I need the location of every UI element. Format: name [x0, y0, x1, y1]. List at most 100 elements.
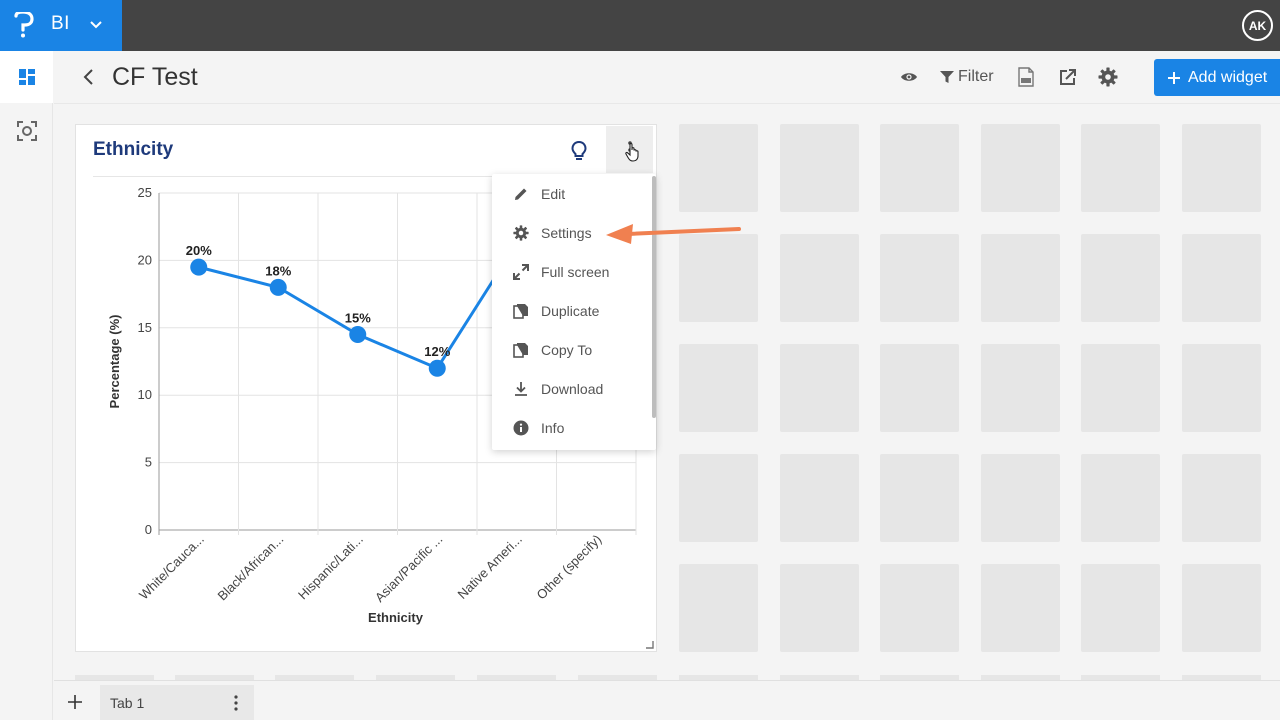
widget-placeholder — [1081, 675, 1160, 680]
menu-item-label: Copy To — [541, 341, 593, 358]
cursor-hand-icon — [625, 142, 639, 162]
filter-button[interactable]: Filter — [940, 66, 994, 88]
widget-placeholder — [679, 454, 758, 542]
resize-handle-icon[interactable] — [646, 641, 654, 649]
menu-item-full-screen[interactable]: Full screen — [492, 252, 650, 291]
widget-placeholder — [880, 344, 959, 432]
add-widget-button[interactable]: Add widget — [1154, 59, 1280, 96]
x-axis-title: Ethnicity — [368, 610, 424, 625]
widget-placeholder — [1182, 675, 1261, 680]
widget-title: Ethnicity — [93, 139, 174, 160]
add-tab-icon[interactable] — [66, 693, 84, 711]
tab-bar: Tab 1 — [54, 680, 1280, 720]
widget-placeholder — [780, 454, 859, 542]
widget-placeholder — [780, 234, 859, 322]
gear-icon — [1098, 67, 1118, 87]
menu-item-duplicate[interactable]: Duplicate — [492, 291, 650, 330]
top-bar: BI AK — [0, 0, 1280, 51]
tab-1[interactable]: Tab 1 — [100, 685, 254, 720]
widget-placeholder — [275, 675, 354, 680]
share-button[interactable] — [1057, 66, 1079, 88]
menu-scrollbar[interactable] — [652, 176, 656, 418]
scan-nav[interactable] — [0, 105, 53, 157]
widget-placeholder — [880, 234, 959, 322]
widget-placeholder — [1081, 124, 1160, 212]
data-point — [269, 278, 287, 296]
add-widget-label: Add widget — [1188, 68, 1268, 86]
menu-item-label: Info — [541, 419, 565, 436]
menu-item-settings[interactable]: Settings — [492, 213, 650, 252]
menu-item-download[interactable]: Download — [492, 369, 650, 408]
widget-divider — [93, 176, 641, 177]
gear-icon — [513, 224, 529, 241]
x-tick-label: Native Ameri... — [454, 532, 524, 602]
x-tick-label: White/Cauca... — [136, 532, 207, 603]
brand-name: BI — [51, 13, 70, 34]
menu-item-label: Settings — [541, 224, 592, 241]
dashboard-header: CF Test Filter — [54, 51, 1280, 104]
annotation-arrow-icon — [606, 224, 741, 244]
back-arrow-icon[interactable] — [80, 68, 98, 86]
y-tick-label: 25 — [138, 185, 152, 200]
data-point — [349, 326, 367, 344]
menu-item-copy-to[interactable]: Copy To — [492, 330, 650, 369]
left-rail — [0, 51, 53, 720]
widget-placeholder — [780, 124, 859, 212]
x-tick-label: Black/African... — [214, 532, 286, 604]
widget-placeholder — [780, 564, 859, 652]
widget-more-button[interactable] — [606, 126, 653, 173]
widget-placeholder — [1081, 454, 1160, 542]
widget-placeholder — [75, 675, 154, 680]
x-tick-label: Other (specify) — [533, 532, 604, 603]
widget-placeholder — [981, 564, 1060, 652]
lightbulb-icon[interactable] — [569, 140, 589, 162]
settings-button[interactable] — [1097, 66, 1119, 88]
widget-placeholder — [880, 124, 959, 212]
download-icon — [515, 381, 527, 396]
widget-placeholder — [1182, 564, 1261, 652]
widget-placeholder — [679, 344, 758, 432]
chevron-down-icon[interactable] — [88, 17, 104, 33]
avatar[interactable]: AK — [1242, 10, 1273, 41]
data-point — [428, 359, 446, 377]
widget-placeholder — [1182, 234, 1261, 322]
widget-placeholder — [679, 564, 758, 652]
y-axis-title: Percentage (%) — [107, 315, 122, 409]
x-tick-label: Asian/Pacific ... — [372, 532, 445, 605]
pdf-export-button[interactable] — [1015, 66, 1037, 88]
info-icon — [513, 420, 529, 435]
widget-placeholder — [880, 564, 959, 652]
dashboard-icon — [18, 69, 35, 85]
widget-placeholder — [880, 675, 959, 680]
eye-icon — [901, 73, 917, 81]
widget-placeholder — [1182, 124, 1261, 212]
menu-item-label: Duplicate — [541, 302, 600, 319]
expand-icon — [513, 263, 529, 280]
filter-label: Filter — [958, 68, 994, 85]
widget-placeholder — [376, 675, 455, 680]
widget-placeholder — [780, 344, 859, 432]
widget-placeholder — [981, 234, 1060, 322]
menu-item-edit[interactable]: Edit — [492, 174, 650, 213]
dashboards-nav[interactable] — [0, 51, 53, 103]
copy-icon — [513, 342, 528, 358]
widget-placeholder — [780, 675, 859, 680]
menu-item-label: Edit — [541, 185, 566, 202]
menu-item-info[interactable]: Info — [492, 408, 650, 447]
more-vertical-icon[interactable] — [234, 695, 238, 711]
filter-icon — [940, 71, 954, 83]
data-label: 15% — [345, 311, 371, 326]
brand-switcher[interactable]: BI — [0, 0, 122, 51]
share-icon — [1060, 69, 1076, 85]
data-label: 18% — [265, 263, 291, 278]
preview-button[interactable] — [898, 66, 920, 88]
plus-icon — [1168, 71, 1180, 84]
widget-placeholder — [981, 124, 1060, 212]
y-tick-label: 15 — [138, 320, 152, 335]
widget-placeholder — [1182, 344, 1261, 432]
widget-placeholder — [175, 675, 254, 680]
menu-item-label: Full screen — [541, 263, 610, 280]
page-title: CF Test — [112, 63, 198, 91]
widget-placeholder — [679, 234, 758, 322]
widget-placeholder — [1081, 234, 1160, 322]
